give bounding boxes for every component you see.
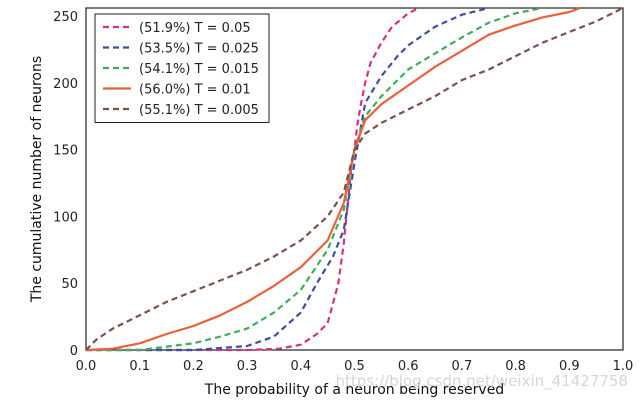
y-axis-ticks: 0 50 100 150 200 250	[53, 10, 78, 359]
y-tick-label: 0	[70, 344, 78, 359]
legend-items: (51.9%) T = 0.05 (53.5%) T = 0.025 (54.1%)…	[103, 21, 259, 118]
series-line-5	[85, 7, 624, 351]
legend-label: (53.5%) T = 0.025	[139, 42, 259, 57]
x-tick-label: 0.5	[344, 359, 365, 374]
legend-label: (51.9%) T = 0.05	[139, 21, 251, 36]
x-tick-label: 0.9	[559, 359, 580, 374]
legend-label: (55.1%) T = 0.005	[139, 103, 259, 118]
x-tick-label: 1.0	[613, 359, 634, 374]
x-tick-label: 0.7	[452, 359, 473, 374]
legend-label: (54.1%) T = 0.015	[139, 62, 259, 77]
x-tick-label: 0.8	[505, 359, 526, 374]
y-tick-label: 100	[53, 210, 78, 225]
x-tick-label: 0.4	[290, 359, 311, 374]
x-tick-label: 0.2	[183, 359, 204, 374]
legend-label: (56.0%) T = 0.01	[139, 83, 251, 98]
x-tick-label: 0.1	[129, 359, 150, 374]
x-axis-ticks: 0.0 0.1 0.2 0.3 0.4 0.5 0.6 0.7 0.8 0.9 1.0	[76, 359, 634, 374]
series-line-2	[86, 6, 490, 352]
series-line-4	[85, 6, 581, 352]
y-tick-label: 200	[53, 77, 78, 92]
watermark-text: https://blog.csdn.net/weixin_41427758	[335, 372, 628, 391]
legend: (51.9%) T = 0.05 (53.5%) T = 0.025 (54.1%)…	[94, 13, 270, 123]
x-tick-label: 0.0	[76, 359, 97, 374]
series-layer	[85, 6, 624, 352]
x-tick-label: 0.3	[237, 359, 258, 374]
y-tick-label: 50	[61, 277, 78, 292]
y-axis-title: The cumulative number of neurons	[29, 56, 45, 303]
y-tick-label: 250	[53, 10, 78, 25]
x-axis-title: The probability of a neuron being reserv…	[204, 382, 504, 398]
y-tick-label: 150	[53, 144, 78, 159]
x-tick-label: 0.6	[398, 359, 419, 374]
